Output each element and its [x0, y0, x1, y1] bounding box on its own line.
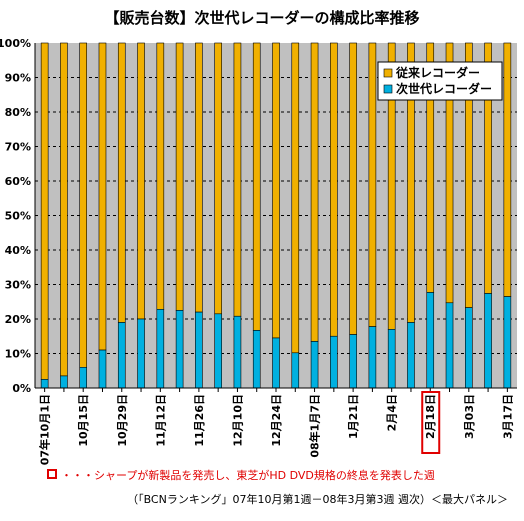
bar-conventional	[195, 42, 203, 313]
bar-next-gen	[387, 329, 396, 389]
bar-next-gen	[484, 293, 492, 389]
bar-conventional	[79, 42, 87, 368]
legend-swatch	[383, 68, 393, 78]
legend-box	[377, 61, 503, 101]
bar-next-gen	[195, 311, 203, 389]
y-tick-label: 90%	[5, 72, 31, 85]
bar-conventional	[98, 42, 107, 351]
x-tick-label: 2月4日	[386, 394, 399, 431]
chart-title: 【販売台数】次世代レコーダーの構成比率推移	[104, 9, 420, 27]
bar-conventional	[349, 42, 357, 335]
x-tick-label: 2月18日	[424, 394, 437, 439]
y-tick-label: 10%	[5, 348, 31, 361]
bar-next-gen	[79, 366, 87, 389]
bar-next-gen	[349, 334, 357, 389]
highlight-legend-box	[47, 469, 57, 479]
bar-next-gen	[137, 318, 145, 389]
y-tick-label: 0%	[12, 382, 31, 395]
y-tick-label: 60%	[5, 175, 31, 188]
bar-conventional	[330, 42, 338, 337]
bar-next-gen	[426, 292, 435, 389]
legend-label: 次世代レコーダー	[396, 81, 492, 96]
y-tick-label: 80%	[5, 106, 31, 119]
bar-conventional	[117, 42, 126, 323]
bar-conventional	[175, 42, 184, 311]
bar-conventional	[291, 42, 300, 354]
bar-next-gen	[156, 309, 165, 389]
x-tick-label: 1月21日	[347, 394, 360, 439]
bar-conventional	[156, 42, 165, 310]
bar-next-gen	[117, 322, 126, 389]
bar-conventional	[503, 42, 512, 297]
bar-conventional	[310, 42, 319, 342]
x-tick-label: 3月17日	[501, 394, 514, 439]
bar-next-gen	[368, 326, 377, 389]
x-tick-label: 10月29日	[116, 394, 129, 447]
bar-conventional	[137, 42, 145, 320]
bar-conventional	[233, 42, 242, 317]
x-tick-label: 07年10月1日	[38, 394, 52, 465]
bar-next-gen	[60, 375, 68, 389]
bar-next-gen	[272, 337, 280, 389]
bar-next-gen	[407, 322, 415, 389]
x-tick-label: 10月15日	[77, 394, 90, 447]
bar-next-gen	[464, 307, 473, 389]
x-tick-label: 3月03日	[463, 394, 476, 439]
bar-next-gen	[175, 310, 184, 389]
legend-label: 従来レコーダー	[395, 65, 480, 80]
bar-next-gen	[233, 315, 242, 389]
x-tick-label: 11月26日	[193, 394, 206, 447]
bar-series	[40, 42, 512, 389]
x-tick-label: 08年1月7日	[308, 394, 322, 458]
bar-next-gen	[503, 296, 512, 389]
bar-next-gen	[214, 313, 222, 389]
bar-conventional	[60, 42, 68, 377]
legend-swatch	[383, 84, 393, 94]
bar-next-gen	[445, 302, 454, 389]
bar-next-gen	[310, 341, 319, 389]
bar-next-gen	[98, 349, 107, 389]
bar-next-gen	[252, 330, 261, 389]
x-tick-label: 12月10日	[231, 394, 244, 447]
bar-next-gen	[40, 379, 49, 389]
y-tick-label: 30%	[5, 279, 31, 292]
highlight-box	[421, 391, 441, 454]
bar-conventional	[40, 42, 49, 380]
bar-next-gen	[330, 335, 338, 389]
bar-conventional	[368, 42, 377, 327]
source-note: （「BCNランキング」07年10月第1週－08年3月第3週 週次）＜最大パネル＞	[127, 493, 508, 506]
bar-next-gen	[291, 352, 300, 389]
y-tick-label: 20%	[5, 313, 31, 326]
y-tick-label: 100%	[0, 37, 31, 50]
y-tick-label: 70%	[5, 141, 31, 154]
x-tick-label: 11月12日	[154, 394, 167, 447]
y-tick-label: 50%	[5, 210, 31, 223]
bar-conventional	[272, 42, 280, 339]
footnote: ・・・シャープが新製品を発売し、東芝がHD DVD規格の終息を発表した週	[61, 469, 435, 482]
bar-conventional	[214, 42, 222, 315]
y-tick-label: 40%	[5, 244, 31, 257]
y-axis: 0% 10% 20% 30% 40% 50% 60% 70% 80% 90% 100%	[0, 37, 36, 395]
x-tick-label: 12月24日	[270, 394, 283, 447]
x-axis: 07年10月1日 10月15日 10月29日 11月12日 11月26日 12月10日 12…	[35, 387, 517, 465]
bar-conventional	[252, 42, 261, 331]
